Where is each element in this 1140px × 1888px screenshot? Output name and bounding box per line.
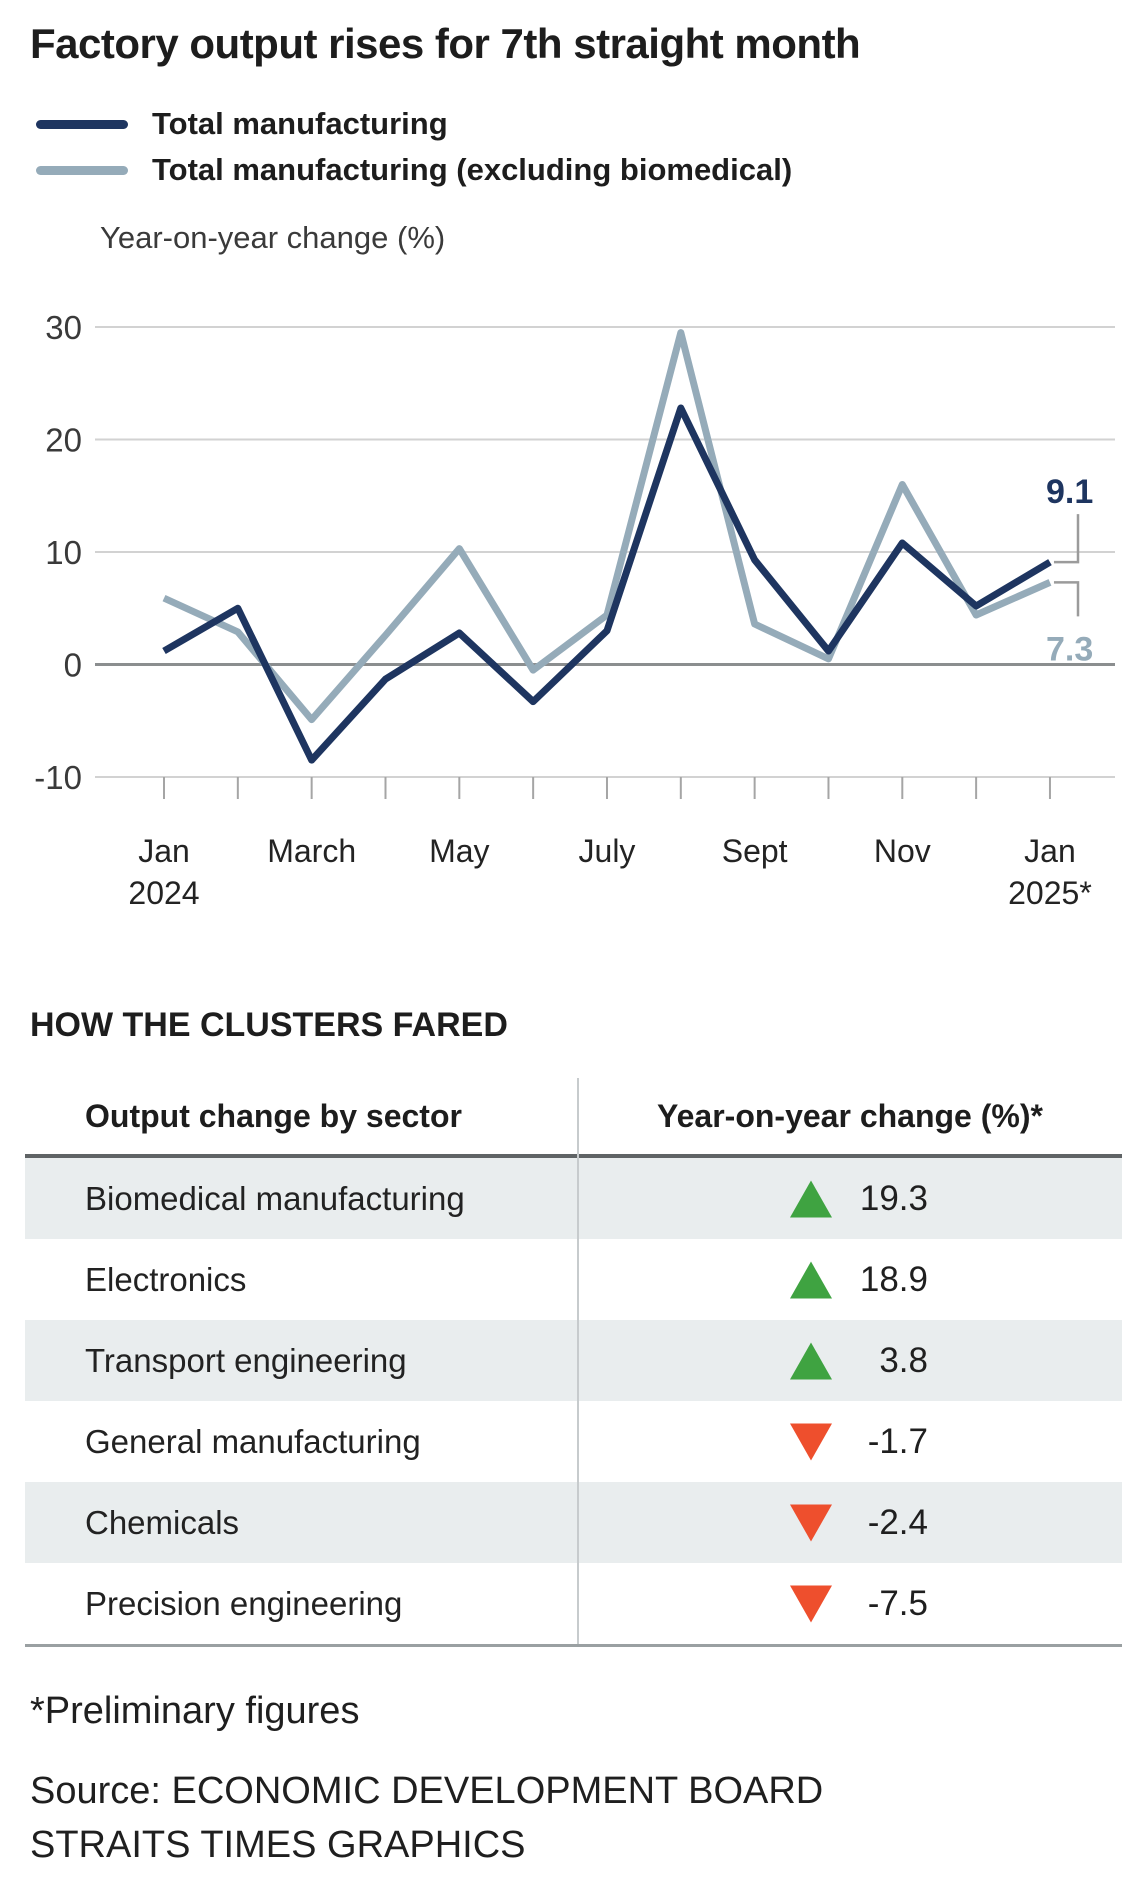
series-line [162, 404, 1052, 764]
table-row: Chemicals -2.4 [25, 1482, 1122, 1563]
x-axis-label: 2024 [128, 875, 199, 911]
x-axis-label: July [579, 833, 636, 869]
sector-label: Chemicals [85, 1503, 240, 1541]
y-axis-title: Year-on-year change (%) [100, 220, 446, 255]
section-heading: HOW THE CLUSTERS FARED [30, 1006, 508, 1044]
line-swatch-icon [36, 165, 128, 175]
change-value: 3.8 [879, 1340, 928, 1380]
callout-connector [1053, 581, 1080, 617]
sector-label: Electronics [85, 1260, 247, 1298]
y-axis-tick-label: 30 [45, 309, 82, 346]
callout-connector [1053, 514, 1080, 564]
cluster-table-body: Biomedical manufacturing 19.3 Electronics 1… [25, 1158, 1122, 1644]
x-axis-label: Jan [138, 833, 190, 869]
sector-label: Transport engineering [85, 1341, 407, 1379]
end-label-total: 9.1 [1046, 473, 1093, 511]
table-header-divider [25, 1154, 1122, 1158]
y-axis-tick-label: -10 [34, 759, 82, 796]
legend-label: Total manufacturing (excluding biomedica… [152, 152, 793, 187]
sector-label: Biomedical manufacturing [85, 1179, 465, 1217]
sector-label: General manufacturing [85, 1422, 421, 1460]
change-value: -1.7 [867, 1421, 928, 1461]
table-column-divider [577, 1078, 579, 1644]
source-line: Source: ECONOMIC DEVELOPMENT BOARD [30, 1770, 824, 1812]
change-value: 19.3 [859, 1178, 928, 1218]
change-value: 18.9 [859, 1259, 928, 1299]
legend-label: Total manufacturing [152, 106, 448, 141]
table-bottom-border [25, 1644, 1122, 1647]
series-line [162, 329, 1052, 724]
x-axis-label: Jan [1024, 833, 1076, 869]
legend-item-total-manufacturing: Total manufacturing [36, 101, 792, 147]
y-axis-tick-label: 20 [45, 422, 82, 459]
credit-line: STRAITS TIMES GRAPHICS [30, 1824, 526, 1866]
x-axis-label: March [267, 833, 356, 869]
x-axis-label: May [429, 833, 489, 869]
up-arrow-icon [790, 1261, 832, 1298]
down-arrow-icon [790, 1423, 832, 1460]
end-label-excluding-biomedical: 7.3 [1046, 630, 1093, 668]
chart-legend: Total manufacturing Total manufacturing … [36, 101, 792, 193]
table-row: Precision engineering -7.5 [25, 1563, 1122, 1644]
column-header-sector: Output change by sector [85, 1098, 462, 1134]
footnote: *Preliminary figures [30, 1690, 360, 1732]
down-arrow-icon [790, 1585, 832, 1622]
down-arrow-icon [790, 1504, 832, 1541]
column-header-change: Year-on-year change (%)* [657, 1098, 1043, 1134]
x-axis-label: 2025* [1008, 875, 1092, 911]
change-value: -7.5 [867, 1583, 928, 1623]
table-row: Transport engineering 3.8 [25, 1320, 1122, 1401]
table-row: Biomedical manufacturing 19.3 [25, 1158, 1122, 1239]
change-value: -2.4 [867, 1502, 928, 1542]
table-row: General manufacturing -1.7 [25, 1401, 1122, 1482]
up-arrow-icon [790, 1180, 832, 1217]
table-row: Electronics 18.9 [25, 1239, 1122, 1320]
line-chart: 30 20 10 0 -10 Jan 2024 March May July Sept Nov Jan 2… [34, 309, 1115, 911]
sector-label: Precision engineering [85, 1584, 403, 1622]
y-axis-tick-label: 0 [64, 647, 82, 684]
x-axis-label: Nov [874, 833, 931, 869]
page-title: Factory output rises for 7th straight mo… [30, 20, 861, 67]
up-arrow-icon [790, 1342, 832, 1379]
line-swatch-icon [36, 119, 128, 129]
y-axis-tick-label: 10 [45, 534, 82, 571]
x-axis-label: Sept [722, 833, 788, 869]
legend-item-excluding-biomedical: Total manufacturing (excluding biomedica… [36, 147, 792, 193]
